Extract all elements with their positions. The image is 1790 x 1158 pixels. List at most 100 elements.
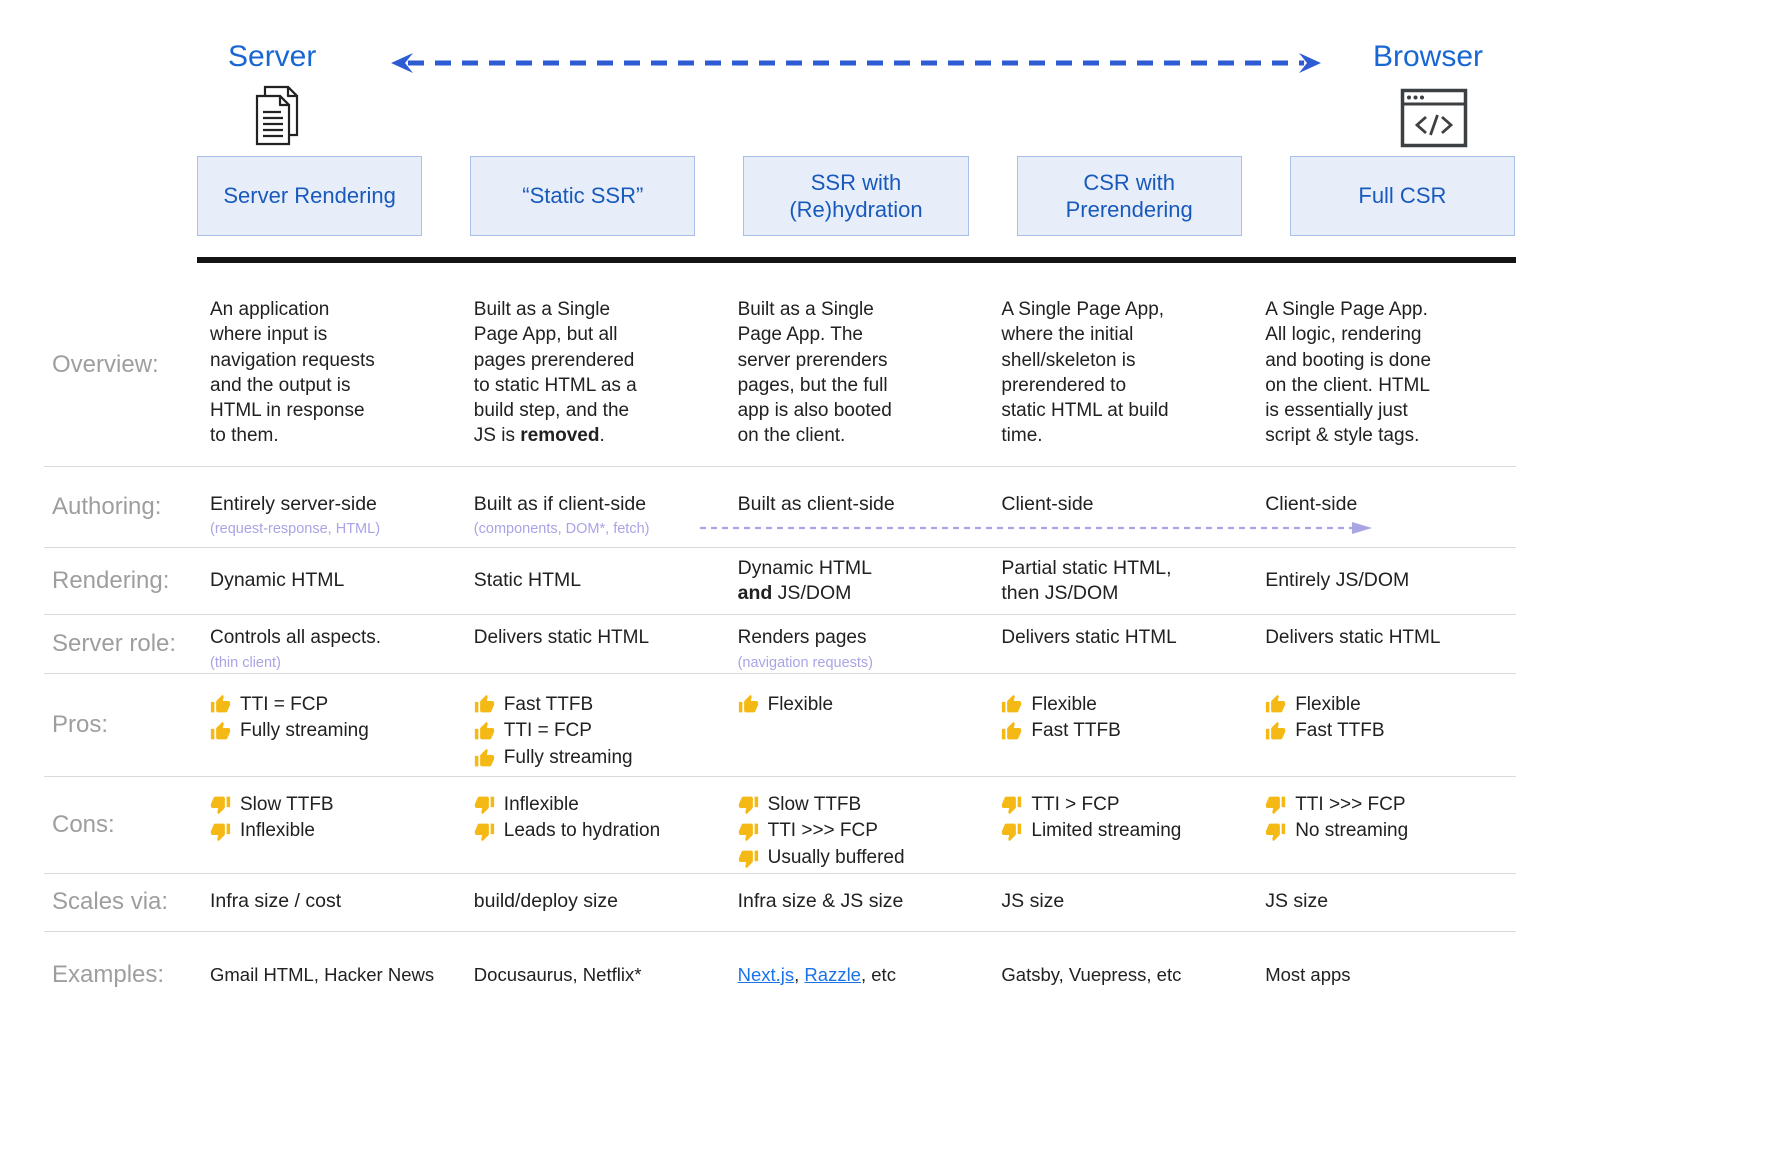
cell-rendering-server-rendering: Dynamic HTML (197, 568, 461, 593)
row-label-overview: Overview: (52, 350, 159, 378)
thumb-down-icon (1266, 797, 1286, 815)
cell-server-role-csr-with-prerendering: Delivers static HTML (988, 615, 1252, 651)
cell-text: JS size (1265, 890, 1329, 913)
cell-pros-full-csr: Flexible Fast TTFB (1252, 674, 1516, 746)
cell-note: (components, DOM*, fetch) (473, 521, 650, 538)
cell-note: (request-response, HTML) (210, 521, 381, 538)
list-item-label: Flexible (767, 693, 834, 715)
column-header-server-rendering: Server Rendering (197, 156, 423, 236)
list-item: Flexible (1001, 693, 1238, 718)
cell-pros-server-rendering: TTI = FCP Fully streaming (197, 674, 461, 746)
column-header-csr-with-prerendering: CSR with Prerendering (1016, 156, 1242, 236)
cell-examples-csr-with-prerendering: Gatsby, Vuepress, etc (988, 963, 1252, 987)
cell-cons-full-csr: TTI >>> FCP No streaming (1252, 777, 1516, 846)
row-label-pros: Pros: (52, 710, 109, 738)
cell-scales-via-full-csr: JS size (1252, 889, 1516, 914)
row-label-rendering: Rendering: (52, 567, 170, 594)
cell-text: A Single Page App, where the initial she… (1001, 299, 1169, 447)
table-row-cons: Cons: Slow TTFB Inflexible Inflexible Leads … (44, 777, 1516, 874)
thumb-down-icon (210, 797, 231, 815)
cell-server-role-ssr-with-re-hydration: Renders pages (navigation requests) (725, 615, 989, 673)
cell-text: JS size (1001, 890, 1065, 913)
cell-text: Static HTML (473, 569, 582, 592)
cell-examples-static-ssr: Docusaurus, Netflix* (461, 963, 725, 987)
list-item-label: TTI >>> FCP (1295, 793, 1406, 815)
list-item: Slow TTFB (738, 793, 975, 818)
table-row-pros: Pros: TTI = FCP Fully streaming Fast TTFB TT… (44, 674, 1516, 777)
thumb-down-icon (474, 797, 494, 815)
cell-text: Gatsby, Vuepress, etc (1001, 963, 1182, 985)
list-item: TTI = FCP (474, 719, 711, 744)
cell-examples-server-rendering: Gmail HTML, Hacker News (197, 963, 461, 987)
cell-text: Built as a Single Page App. The server p… (737, 299, 892, 447)
thumb-up-icon (1002, 721, 1022, 740)
cell-server-role-server-rendering: Controls all aspects. (thin client) (197, 615, 461, 673)
cell-text: Delivers static HTML (473, 627, 650, 648)
thumb-down-icon (210, 823, 231, 842)
cell-text: An application where input is navigation… (210, 299, 375, 447)
cell-text: Dynamic HTML (210, 569, 345, 592)
table-row-examples: Examples: Gmail HTML, Hacker News Docusaur… (44, 932, 1516, 1018)
row-label-scales-via: Scales via: (52, 888, 169, 916)
thumb-up-icon (738, 695, 758, 713)
thumb-up-icon (474, 721, 494, 740)
list-item-label: Usually buffered (767, 846, 905, 868)
cell-text: Delivers static HTML (1265, 627, 1441, 648)
cell-rendering-csr-with-prerendering: Partial static HTML, then JS/DOM (988, 556, 1252, 607)
cell-overview-csr-with-prerendering: A Single Page App, where the initial she… (988, 263, 1252, 465)
row-label-cons: Cons: (52, 810, 115, 838)
list-item: Limited streaming (1001, 819, 1238, 844)
cell-note: (thin client) (210, 654, 281, 671)
cell-scales-via-csr-with-prerendering: JS size (988, 889, 1252, 914)
cell-text: Built as client-side (737, 493, 895, 515)
list-item: Leads to hydration (474, 819, 711, 844)
cell-text: Controls all aspects. (210, 627, 382, 648)
list-item: Usually buffered (738, 846, 975, 871)
cell-authoring-server-rendering: Entirely server-side (request-response, H… (197, 467, 461, 539)
list-item: Fast TTFB (1265, 719, 1502, 744)
thumb-up-icon (1266, 721, 1286, 740)
list-item: Fast TTFB (474, 693, 711, 718)
thumb-up-icon (210, 721, 231, 740)
thumb-down-icon (738, 850, 758, 868)
list-item-label: Fast TTFB (1031, 720, 1121, 742)
next-js-link[interactable]: Next.js (737, 963, 795, 985)
razzle-link[interactable]: Razzle (804, 963, 861, 985)
cell-examples-ssr-with-re-hydration: Next.js, Razzle, etc (725, 963, 989, 987)
cell-cons-csr-with-prerendering: TTI > FCP Limited streaming (988, 777, 1252, 846)
thumb-up-icon (474, 748, 494, 767)
table-row-scales-via: Scales via: Infra size / cost build/deploy… (44, 874, 1516, 932)
cell-scales-via-ssr-with-re-hydration: Infra size & JS size (725, 889, 989, 914)
list-item-label: Flexible (1031, 693, 1097, 715)
list-item: Fast TTFB (1001, 719, 1238, 744)
list-item: Fully streaming (210, 719, 447, 744)
list-item-label: Inflexible (503, 793, 579, 815)
list-item: Fully streaming (474, 746, 711, 771)
list-item-label: Fast TTFB (1295, 720, 1385, 742)
list-item-label: Leads to hydration (503, 820, 661, 842)
list-item: TTI > FCP (1001, 793, 1238, 818)
cell-pros-csr-with-prerendering: Flexible Fast TTFB (988, 674, 1252, 746)
cell-server-role-full-csr: Delivers static HTML (1252, 615, 1516, 651)
cell-cons-server-rendering: Slow TTFB Inflexible (197, 777, 461, 846)
list-item-label: TTI = FCP (240, 693, 329, 715)
thumb-down-icon (1266, 823, 1286, 842)
cell-text: Gmail HTML, Hacker News (210, 963, 435, 985)
row-label-authoring: Authoring: (52, 493, 162, 520)
cell-authoring-full-csr: Client-side (1252, 467, 1516, 517)
list-item: TTI >>> FCP (738, 819, 975, 844)
thumb-down-icon (1002, 823, 1022, 842)
cell-scales-via-server-rendering: Infra size / cost (197, 889, 461, 914)
cell-text: Client-side (1265, 493, 1358, 515)
list-item-label: No streaming (1295, 820, 1409, 842)
list-item-label: TTI = FCP (503, 720, 592, 742)
thumb-up-icon (1002, 695, 1022, 713)
column-header-full-csr: Full CSR (1289, 156, 1515, 236)
list-item-label: Fully streaming (503, 746, 633, 768)
cell-text: Infra size & JS size (737, 890, 904, 913)
list-item-label: Fully streaming (240, 720, 369, 742)
table-row-rendering: Rendering: Dynamic HTML Static HTML Dynamic… (44, 548, 1516, 615)
cell-rendering-static-ssr: Static HTML (461, 568, 725, 593)
list-item-label: Inflexible (240, 820, 315, 842)
column-headers: Server Rendering “Static SSR” SSR with (Re… (197, 156, 1515, 236)
